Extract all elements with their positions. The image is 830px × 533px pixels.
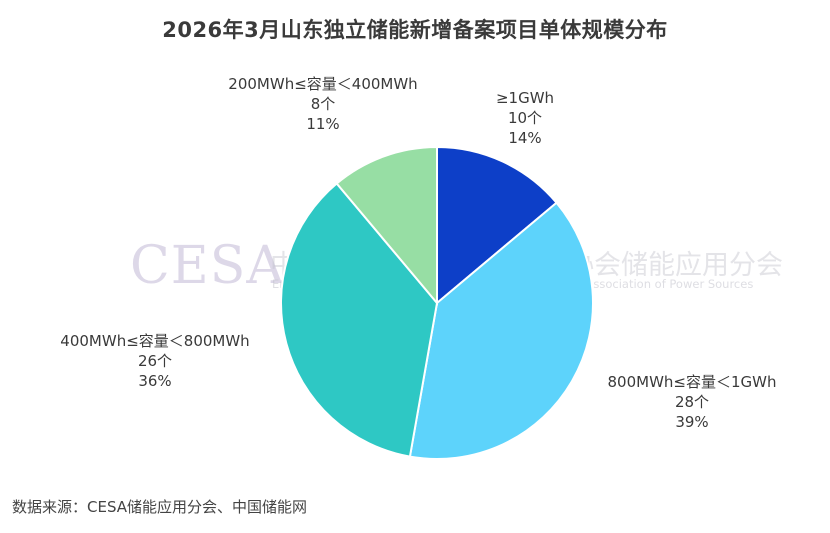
slice-label-3-name: 200MWh≤容量＜400MWh xyxy=(228,75,418,93)
slice-label-1-name: 800MWh≤容量＜1GWh xyxy=(607,373,777,391)
slice-label-1: 800MWh≤容量＜1GWh 28个 39% xyxy=(582,372,802,432)
slice-label-2-count: 26个 xyxy=(137,352,173,370)
pie-slice-3 xyxy=(335,145,438,306)
slice-label-2-percent: 36% xyxy=(138,372,172,390)
slice-label-0: ≥1GWh 10个 14% xyxy=(470,88,580,148)
slice-label-2-name: 400MWh≤容量＜800MWh xyxy=(60,332,250,350)
watermark-logo: CESA xyxy=(130,236,285,296)
pie-slice-2 xyxy=(280,182,439,458)
slice-label-3-count: 8个 xyxy=(310,95,336,113)
slice-label-3: 200MWh≤容量＜400MWh 8个 11% xyxy=(198,74,448,134)
slice-label-1-count: 28个 xyxy=(674,393,710,411)
slice-label-0-name: ≥1GWh xyxy=(495,89,555,107)
source-note: 数据来源：CESA储能应用分会、中国储能网 xyxy=(12,498,308,516)
slice-label-2: 400MWh≤容量＜800MWh 26个 36% xyxy=(30,331,280,391)
slice-label-1-percent: 39% xyxy=(675,413,709,431)
pie-slice-1 xyxy=(408,201,594,460)
slice-label-3-percent: 11% xyxy=(306,115,340,133)
chart-title: 2026年3月山东独立储能新增备案项目单体规模分布 xyxy=(162,18,668,42)
slice-label-0-percent: 14% xyxy=(508,129,542,147)
slice-label-0-count: 10个 xyxy=(507,109,543,127)
pie-slice-0 xyxy=(436,145,558,306)
